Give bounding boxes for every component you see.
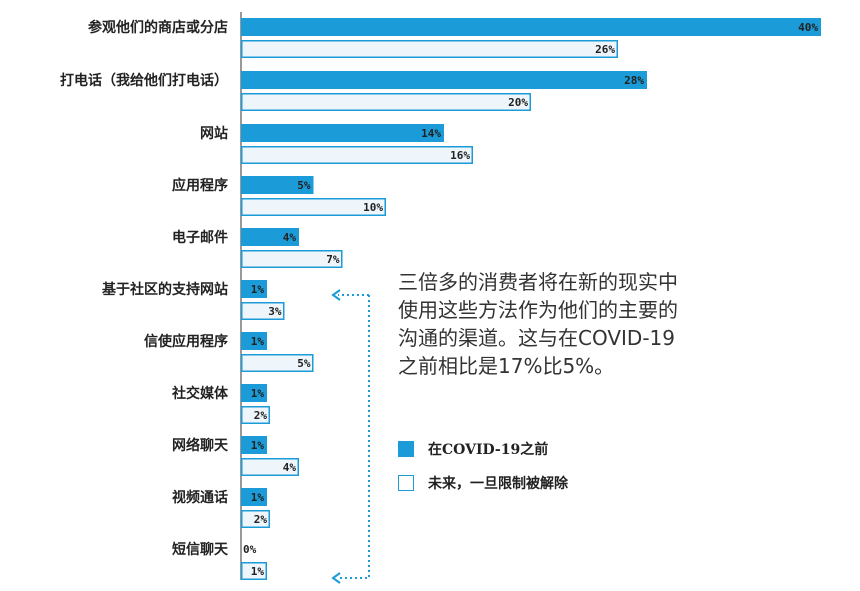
value-label-future: 26% <box>595 43 615 56</box>
value-label-future: 3% <box>268 305 282 318</box>
value-label-pre-covid: 1% <box>251 387 265 400</box>
bar-future <box>241 458 299 476</box>
bar-pre-covid <box>241 228 299 246</box>
arrow-head-icon <box>331 572 341 584</box>
bar-pre-covid <box>241 332 267 350</box>
value-label-pre-covid: 28% <box>624 74 644 87</box>
value-label-future: 4% <box>283 461 297 474</box>
bar-future <box>241 302 285 320</box>
category-label: 应用程序 <box>172 177 228 194</box>
category-label: 网站 <box>200 125 228 142</box>
bar-future <box>241 93 531 111</box>
bar-future <box>241 198 386 216</box>
value-label-future: 10% <box>363 201 383 214</box>
value-label-pre-covid: 14% <box>421 127 441 140</box>
value-label-future: 16% <box>450 149 470 162</box>
category-label: 视频通话 <box>172 489 228 506</box>
value-label-future: 1% <box>251 565 265 578</box>
value-label-pre-covid: 1% <box>251 335 265 348</box>
category-label: 打电话（我给他们打电话） <box>60 72 228 89</box>
category-label: 电子邮件 <box>172 229 228 246</box>
annotation-line: 之前相比是17%比5%。 <box>398 354 615 378</box>
bar-pre-covid <box>241 384 267 402</box>
value-label-future: 5% <box>297 357 311 370</box>
legend-swatch-outlined <box>398 475 414 491</box>
bar-future <box>241 510 270 528</box>
bar-future <box>241 562 267 580</box>
bar-future <box>241 354 314 372</box>
category-label: 社交媒体 <box>171 385 229 402</box>
value-label-future: 20% <box>508 96 528 109</box>
value-label-pre-covid: 1% <box>251 283 265 296</box>
bar-future <box>241 40 618 58</box>
bar-pre-covid <box>241 18 821 36</box>
bar-pre-covid <box>241 488 267 506</box>
category-label: 参观他们的商店或分店 <box>88 19 228 36</box>
value-label-future: 7% <box>326 253 340 266</box>
value-label-pre-covid: 1% <box>251 491 265 504</box>
category-label: 短信聊天 <box>172 541 229 558</box>
bracket-line <box>338 295 370 579</box>
bar-pre-covid <box>241 436 267 454</box>
legend-item-future: 未来，一旦限制被解除 <box>398 472 568 494</box>
value-label-pre-covid: 0% <box>243 543 257 556</box>
bar-pre-covid <box>241 176 314 194</box>
value-label-pre-covid: 40% <box>798 21 818 34</box>
value-label-pre-covid: 5% <box>297 179 311 192</box>
bar-future <box>241 406 270 424</box>
bar-pre-covid <box>241 124 444 142</box>
value-label-pre-covid: 1% <box>251 439 265 452</box>
legend-label: 在COVID-19之前 <box>428 442 549 458</box>
annotation-line: 三倍多的消费者将在新的现实中 <box>398 270 678 294</box>
category-label: 网络聊天 <box>172 437 229 454</box>
annotation-line: 沟通的渠道。这与在COVID-19 <box>398 326 676 350</box>
legend: 在COVID-19之前 未来，一旦限制被解除 <box>398 438 568 506</box>
annotation-line: 使用这些方法作为他们的主要的 <box>398 298 678 322</box>
category-label: 基于社区的支持网站 <box>102 281 228 298</box>
bar-pre-covid <box>241 71 647 89</box>
legend-label: 未来，一旦限制被解除 <box>428 476 568 492</box>
value-label-future: 2% <box>254 513 268 526</box>
value-label-pre-covid: 4% <box>283 231 297 244</box>
bar-future <box>241 250 343 268</box>
legend-swatch-filled <box>398 441 414 457</box>
legend-item-pre-covid: 在COVID-19之前 <box>398 438 568 460</box>
value-label-future: 2% <box>254 409 268 422</box>
bar-pre-covid <box>241 280 267 298</box>
bar-future <box>241 146 473 164</box>
arrow-head-icon <box>331 289 341 301</box>
category-label: 信使应用程序 <box>144 333 228 350</box>
annotation-text: 三倍多的消费者将在新的现实中 使用这些方法作为他们的主要的 沟通的渠道。这与在C… <box>398 268 743 380</box>
